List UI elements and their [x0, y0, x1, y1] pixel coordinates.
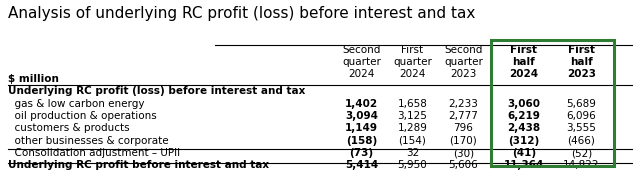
Text: 32: 32: [406, 148, 419, 158]
Text: 2,233: 2,233: [449, 98, 478, 109]
Text: (154): (154): [399, 136, 426, 146]
Text: Underlying RC profit before interest and tax: Underlying RC profit before interest and…: [8, 160, 269, 170]
Text: 3,555: 3,555: [566, 123, 596, 133]
Text: 1,658: 1,658: [397, 98, 428, 109]
Text: 3,060: 3,060: [508, 98, 540, 109]
Text: First
quarter
2024: First quarter 2024: [393, 45, 432, 79]
Text: other businesses & corporate: other businesses & corporate: [8, 136, 168, 146]
Text: First
half
2023: First half 2023: [567, 45, 596, 79]
Text: Analysis of underlying RC profit (loss) before interest and tax: Analysis of underlying RC profit (loss) …: [8, 6, 475, 21]
Text: (52): (52): [571, 148, 592, 158]
Text: Second
quarter
2023: Second quarter 2023: [444, 45, 483, 79]
Text: (312): (312): [508, 136, 540, 146]
Text: $ million: $ million: [8, 74, 59, 84]
Text: 1,402: 1,402: [345, 98, 378, 109]
Text: 2,777: 2,777: [449, 111, 478, 121]
Text: 1,289: 1,289: [397, 123, 428, 133]
Text: 11,364: 11,364: [504, 160, 544, 170]
Text: 796: 796: [453, 123, 474, 133]
Text: 3,125: 3,125: [397, 111, 428, 121]
Text: 1,149: 1,149: [345, 123, 378, 133]
Text: 2,438: 2,438: [508, 123, 540, 133]
Text: (41): (41): [512, 148, 536, 158]
Text: 14,822: 14,822: [563, 160, 600, 170]
Text: Second
quarter
2024: Second quarter 2024: [342, 45, 381, 79]
Text: 5,606: 5,606: [449, 160, 478, 170]
Text: 6,096: 6,096: [566, 111, 596, 121]
Text: Underlying RC profit (loss) before interest and tax: Underlying RC profit (loss) before inter…: [8, 86, 305, 96]
Text: (170): (170): [449, 136, 477, 146]
Text: 5,950: 5,950: [397, 160, 428, 170]
Text: (158): (158): [346, 136, 377, 146]
Text: Consolidation adjustment – UPII: Consolidation adjustment – UPII: [8, 148, 180, 158]
Text: 3,094: 3,094: [345, 111, 378, 121]
Text: First
half
2024: First half 2024: [509, 45, 538, 79]
Text: gas & low carbon energy: gas & low carbon energy: [8, 98, 144, 109]
Text: 5,689: 5,689: [566, 98, 596, 109]
Text: (30): (30): [453, 148, 474, 158]
Text: 5,414: 5,414: [345, 160, 378, 170]
Text: oil production & operations: oil production & operations: [8, 111, 157, 121]
Text: (73): (73): [349, 148, 374, 158]
Text: 6,219: 6,219: [508, 111, 540, 121]
Text: (466): (466): [567, 136, 595, 146]
Text: customers & products: customers & products: [8, 123, 129, 133]
